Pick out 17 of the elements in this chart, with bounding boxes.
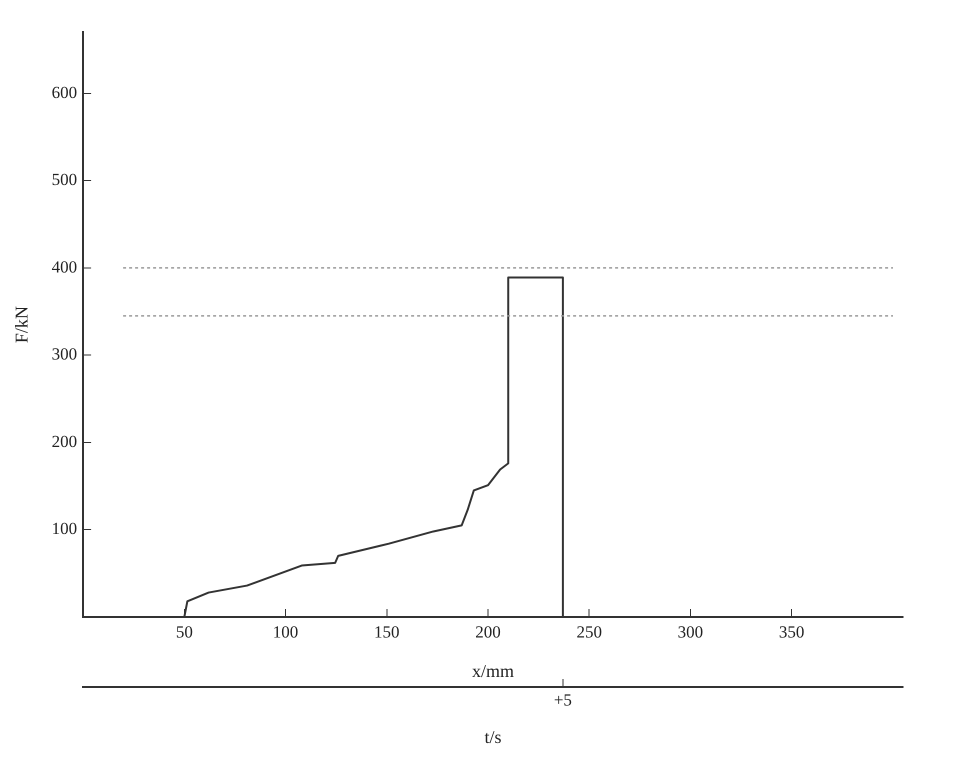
y-tick-label: 400 [52,257,78,276]
x2-axis-title: t/s [484,726,502,747]
x-tick-label: 300 [678,622,704,642]
y-tick-label: 500 [52,170,78,190]
y-tick-label: 100 [52,519,78,538]
y-axis-title: F/kN [12,306,32,344]
y-tick-label: 600 [52,82,78,102]
x-tick-label: 50 [176,622,193,642]
x-axis-title: x/mm [472,660,514,681]
x-tick-label: 150 [374,622,400,642]
annotation: +5 [554,690,572,710]
x-tick-label: 350 [778,622,804,642]
x-tick-label: 100 [272,622,298,642]
y-tick-label: 200 [52,432,78,451]
y-tick-label: 300 [52,344,78,364]
x-tick-label: 200 [475,622,501,642]
x-tick-label: 250 [576,622,602,642]
